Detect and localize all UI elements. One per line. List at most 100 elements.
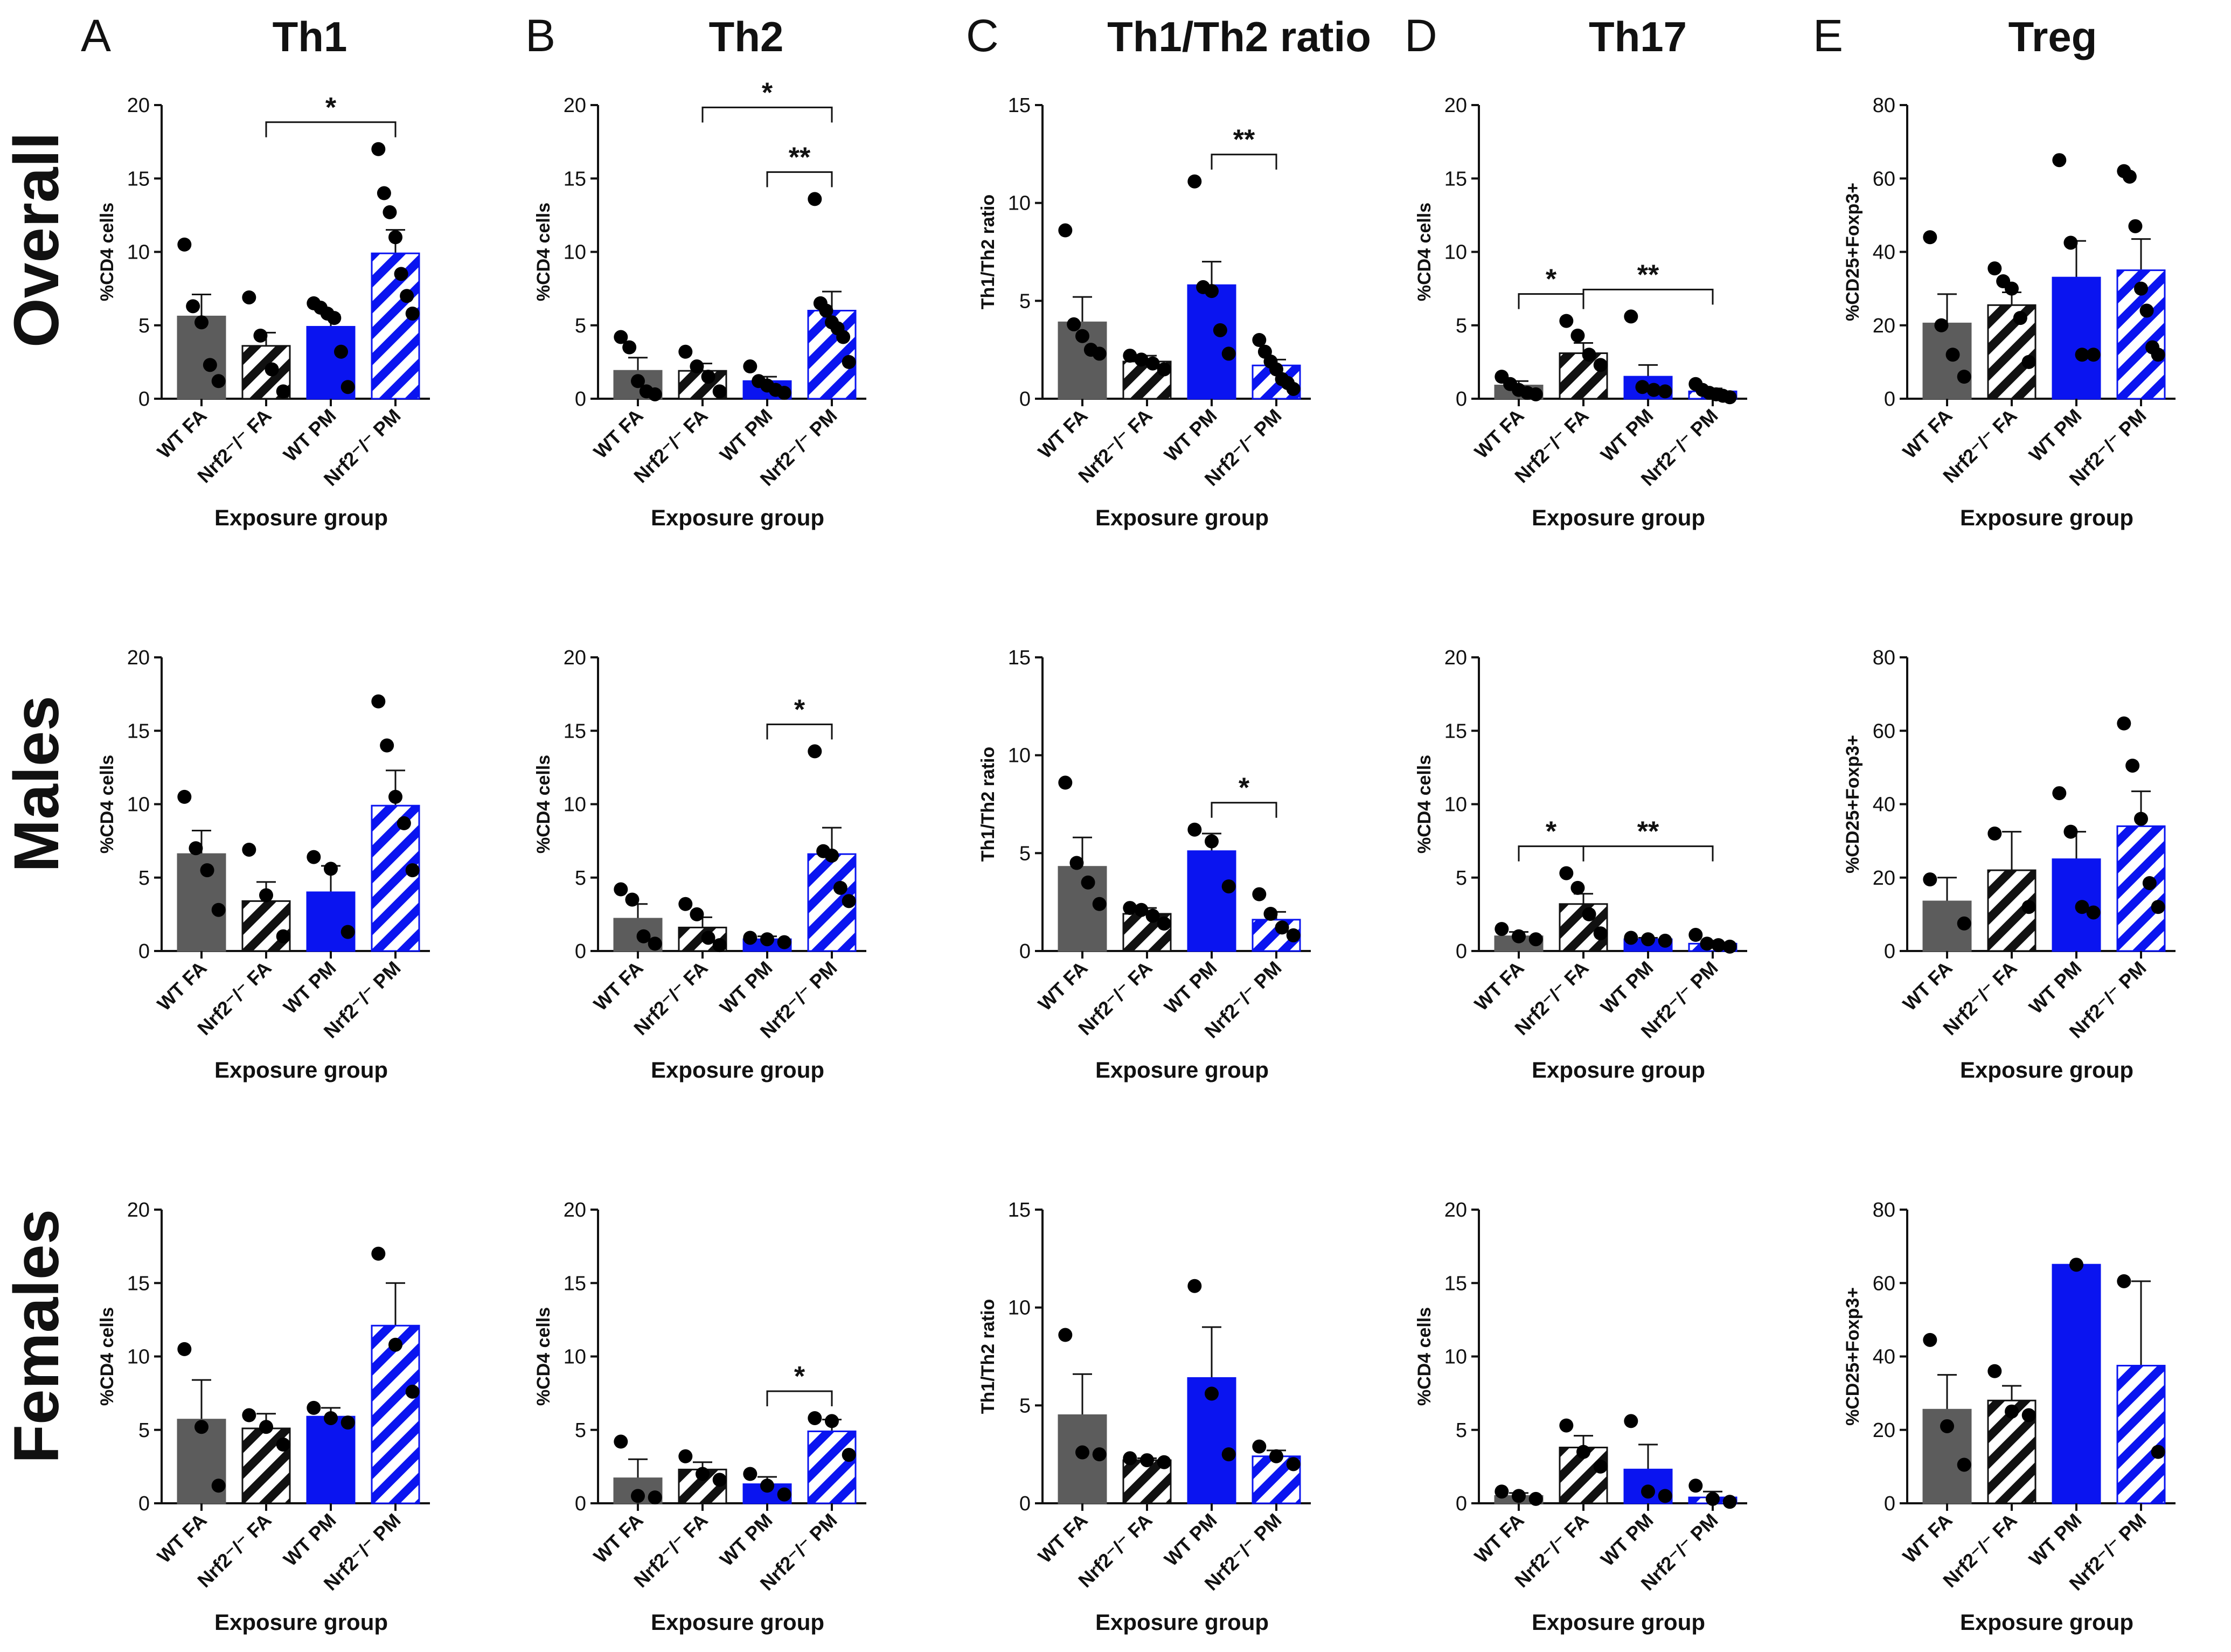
data-point	[253, 328, 268, 343]
data-point	[194, 1420, 208, 1434]
panel-letter-a: A	[81, 10, 111, 61]
x-axis-label: Exposure group	[1095, 505, 1269, 530]
y-axis-label: %CD4 cells	[533, 203, 554, 301]
x-axis-label: Exposure group	[651, 1057, 824, 1082]
data-point	[836, 330, 851, 344]
data-point	[701, 931, 715, 945]
data-point	[1528, 1491, 1543, 1506]
y-tick-label: 15	[564, 720, 586, 742]
y-tick-label: 15	[1008, 94, 1031, 117]
x-axis-label: Exposure group	[651, 505, 824, 530]
data-point	[712, 1473, 727, 1487]
y-tick-label: 10	[1008, 745, 1031, 767]
y-tick-label: 20	[1444, 94, 1467, 117]
data-point	[1700, 936, 1714, 951]
data-point	[2086, 348, 2101, 362]
x-category-label: WT PM	[279, 405, 340, 466]
x-category-label: WT FA	[589, 957, 647, 1015]
data-point	[1570, 880, 1585, 895]
data-point	[2134, 811, 2148, 826]
row-label-females: Females	[1, 1209, 72, 1463]
y-tick-label: 10	[1444, 1346, 1467, 1369]
data-point	[2151, 900, 2165, 914]
data-point	[1286, 1457, 1301, 1471]
data-point	[2021, 900, 2036, 914]
significance-label: *	[325, 92, 337, 123]
data-point	[743, 359, 757, 374]
x-axis-label: Exposure group	[1960, 505, 2133, 530]
data-point	[324, 862, 338, 876]
y-axis-label: %CD4 cells	[97, 755, 117, 853]
y-tick-label: 10	[564, 241, 586, 264]
y-tick-label: 60	[1873, 1272, 1895, 1295]
y-tick-label: 0	[1884, 388, 1895, 411]
bar-3	[2116, 825, 2166, 952]
data-point	[1205, 1386, 1219, 1401]
data-point	[614, 882, 628, 897]
data-point	[2013, 311, 2027, 325]
y-axis-label: %CD4 cells	[1414, 755, 1435, 853]
data-point	[265, 362, 279, 377]
data-point	[1559, 866, 1574, 880]
data-point	[177, 789, 192, 804]
data-point	[1582, 907, 1596, 921]
x-category-label: WT FA	[1470, 957, 1528, 1015]
data-point	[1157, 362, 1171, 377]
data-point	[1987, 827, 2002, 841]
data-point	[371, 142, 386, 156]
data-point	[1945, 348, 1960, 362]
data-point	[2063, 235, 2078, 250]
data-point	[690, 907, 704, 921]
y-tick-label: 5	[1019, 842, 1031, 865]
column-title-th2: Th2	[709, 13, 784, 60]
data-point	[1711, 938, 1726, 953]
x-category-label: WT PM	[2025, 1509, 2086, 1571]
significance-label: **	[1233, 124, 1255, 156]
data-point	[1157, 1455, 1171, 1469]
x-category-label: WT PM	[279, 957, 340, 1018]
data-point	[808, 744, 822, 759]
x-category-label: WT FA	[1033, 405, 1092, 463]
data-point	[1722, 939, 1737, 954]
x-category-label: WT FA	[1470, 1509, 1528, 1567]
y-tick-label: 0	[575, 388, 586, 411]
data-point	[1187, 1279, 1202, 1293]
data-point	[1957, 916, 1971, 931]
data-point	[211, 903, 226, 917]
data-point	[340, 1415, 355, 1430]
data-point	[1081, 875, 1095, 890]
data-point	[2005, 1404, 2019, 1419]
y-tick-label: 0	[1884, 940, 1895, 963]
data-point	[631, 374, 645, 388]
column-title-th17: Th17	[1589, 13, 1687, 60]
data-point	[648, 387, 662, 401]
x-axis-label: Exposure group	[651, 1609, 824, 1635]
y-axis-label: %CD4 cells	[1414, 203, 1435, 301]
significance-label: *	[762, 77, 773, 108]
data-point	[1624, 309, 1638, 324]
y-tick-label: 0	[138, 388, 150, 411]
y-tick-label: 15	[1444, 168, 1467, 190]
data-point	[625, 892, 640, 907]
significance-label: *	[1546, 816, 1557, 848]
data-point	[1495, 922, 1509, 936]
data-point	[1123, 901, 1137, 915]
bar-2	[1187, 284, 1236, 400]
x-category-label: WT PM	[1160, 405, 1221, 466]
y-tick-label: 10	[564, 1346, 586, 1369]
x-category-label: WT FA	[1470, 405, 1528, 463]
significance-bracket	[766, 1390, 833, 1406]
y-tick-label: 10	[127, 241, 150, 264]
data-point	[334, 344, 349, 359]
y-tick-label: 15	[127, 168, 150, 190]
bar-2	[2052, 276, 2101, 400]
y-axis-label: %CD25+Foxp3+	[1843, 1287, 1863, 1426]
y-tick-label: 80	[1873, 94, 1895, 117]
y-tick-label: 15	[1008, 1199, 1031, 1221]
data-point	[1512, 929, 1526, 943]
data-point	[1123, 349, 1137, 363]
